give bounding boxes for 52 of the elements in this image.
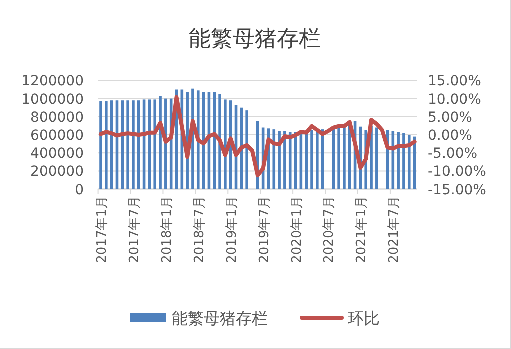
bar <box>272 130 276 190</box>
x-tick-label: 2020年1月 <box>290 196 305 264</box>
legend-label: 环比 <box>348 309 380 328</box>
x-tick-label: 2017年7月 <box>127 196 142 264</box>
x-tick-label: 2018年7月 <box>192 196 208 264</box>
x-tick-label: 2021年7月 <box>387 196 402 264</box>
y2-tick-label: -15.00% <box>428 182 486 198</box>
bar <box>159 96 162 190</box>
bar <box>376 128 378 190</box>
y-tick-label: 400000 <box>30 146 84 162</box>
x-tick-label: 2019年7月 <box>257 196 272 264</box>
line-series <box>99 95 417 178</box>
bar <box>316 130 319 190</box>
bar <box>397 132 400 190</box>
bar <box>213 92 216 190</box>
bar <box>284 131 286 190</box>
x-tick-label: 2018年1月 <box>160 196 175 264</box>
y2-tick-label: 10.00% <box>428 92 482 108</box>
bar <box>278 131 281 190</box>
chart-title: 能繁母猪存栏 <box>189 27 321 52</box>
bar <box>305 134 308 190</box>
bar <box>196 90 200 190</box>
x-tick-label: 2020年7月 <box>322 196 338 264</box>
bar <box>132 100 135 190</box>
y2-tick-label: 5.00% <box>428 110 472 126</box>
y-tick-label: 200000 <box>30 164 84 180</box>
bar <box>154 100 157 190</box>
bar <box>100 102 102 190</box>
bar <box>105 102 108 190</box>
y-tick-label: 1200000 <box>22 74 84 90</box>
bar <box>288 132 292 190</box>
y2-tick-label: -10.00% <box>428 164 486 180</box>
bar <box>126 100 130 190</box>
y-tick-label: 1000000 <box>22 92 84 108</box>
bar <box>137 100 140 190</box>
y-tick-label: 0 <box>75 182 84 198</box>
y2-tick-label: 0.00% <box>428 128 472 144</box>
x-tick-label: 2017年1月 <box>95 196 110 264</box>
bar <box>310 130 314 190</box>
x-tick-label: 2021年1月 <box>354 196 370 264</box>
legend-label: 能繁母猪存栏 <box>172 309 268 328</box>
y2-tick-label: -5.00% <box>428 146 478 162</box>
bar <box>332 128 336 190</box>
bar <box>402 133 406 190</box>
bar <box>121 100 124 190</box>
bar <box>408 135 411 190</box>
bar <box>218 94 222 190</box>
y-tick-label: 800000 <box>30 110 84 126</box>
y-tick-label: 600000 <box>30 128 84 144</box>
x-tick-label: 2019年1月 <box>224 196 240 264</box>
bar <box>246 110 248 190</box>
y2-tick-label: 15.00% <box>428 74 482 90</box>
